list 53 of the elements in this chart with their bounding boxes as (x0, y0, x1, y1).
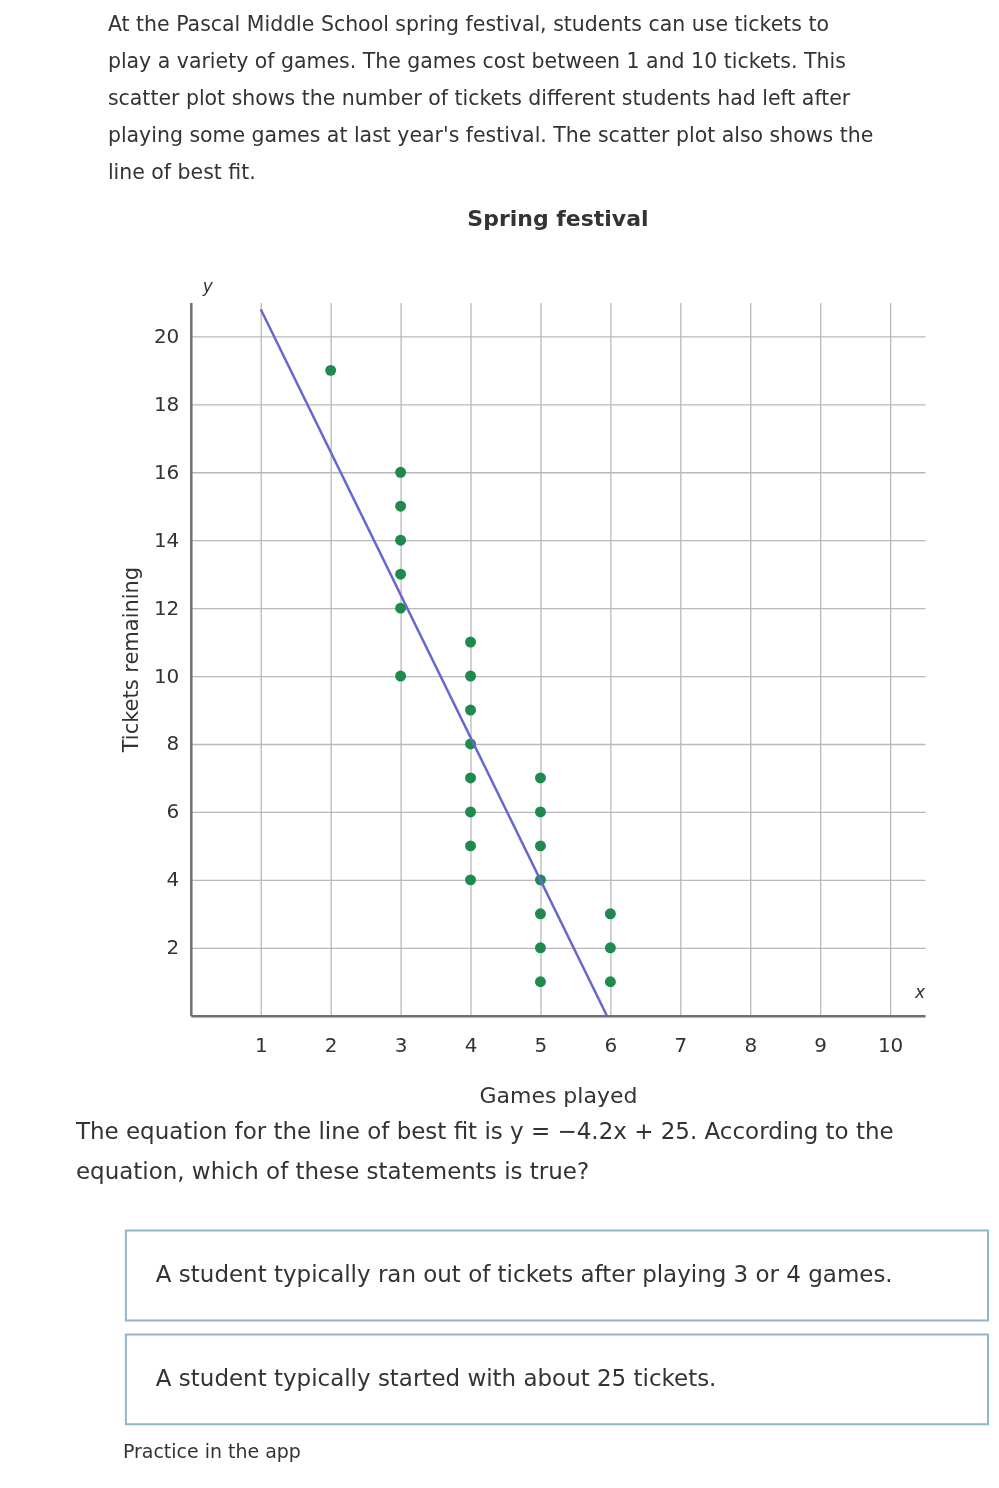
x-tick-label: 7 (674, 1033, 688, 1058)
x-tick-label: 8 (744, 1033, 758, 1058)
point (465, 874, 476, 886)
point (395, 500, 407, 512)
y-tick-label: 14 (153, 527, 180, 552)
text: The equation for the line of best fit is y = −4.2x + 25. According to the equation, which of these statements is true? (74, 1117, 894, 1184)
x-tick-label: 1 (254, 1033, 268, 1058)
x-tick-label: 10 (877, 1033, 904, 1058)
point (465, 772, 476, 784)
y-tick-label: 20 (153, 323, 180, 348)
point (534, 772, 546, 784)
y-tick-label: 6 (166, 799, 180, 824)
chart-title: Spring festival (467, 205, 649, 231)
point (395, 602, 407, 614)
x-tick-label: 6 (604, 1033, 618, 1058)
point (395, 670, 407, 682)
text: Practice in the app (122, 1440, 301, 1463)
y-tick-label: 16 (153, 459, 180, 484)
y-tick-label: 2 (166, 935, 180, 960)
point (534, 908, 546, 920)
point (395, 534, 407, 546)
x-tick-label: 3 (394, 1033, 408, 1058)
y-tick-label: 8 (166, 731, 180, 756)
point (465, 806, 476, 818)
point (604, 976, 616, 988)
text: At the Pascal Middle School spring festival, students can use tickets to play a variety of games. The games cost between 1 and 10 tickets. This scatter plot shows the number of tickets different students had left after playing some games at last year's festival. The scatter plot also shows the line of best fit. (107, 11, 874, 184)
y-tick-label: 18 (153, 391, 180, 416)
point (395, 568, 407, 580)
point (534, 976, 546, 988)
point (465, 670, 476, 682)
text: A student typically started with about 25 tickets. (155, 1365, 717, 1392)
point (604, 942, 616, 954)
point (534, 840, 546, 852)
point (534, 942, 546, 954)
x-axis-title: Games played (479, 1083, 638, 1109)
x-tick-label: 9 (814, 1033, 828, 1058)
point (395, 466, 407, 478)
y-tick-label: 12 (153, 595, 180, 620)
annotation: x (914, 981, 927, 1002)
point (604, 908, 616, 920)
text: A student typically ran out of tickets after playing 3 or 4 games. (155, 1261, 893, 1288)
point (465, 840, 476, 852)
y-tick-label: 10 (153, 663, 180, 688)
x-tick-label: 2 (324, 1033, 338, 1058)
point (465, 636, 476, 648)
y-axis-title: Tickets remaining (118, 566, 143, 754)
point (465, 704, 476, 716)
point (325, 364, 337, 376)
y-tick-label: 4 (166, 867, 180, 892)
text: y (201, 276, 214, 297)
x-tick-label: 4 (464, 1033, 478, 1058)
point (534, 806, 546, 818)
x-tick-label: 5 (534, 1033, 548, 1058)
